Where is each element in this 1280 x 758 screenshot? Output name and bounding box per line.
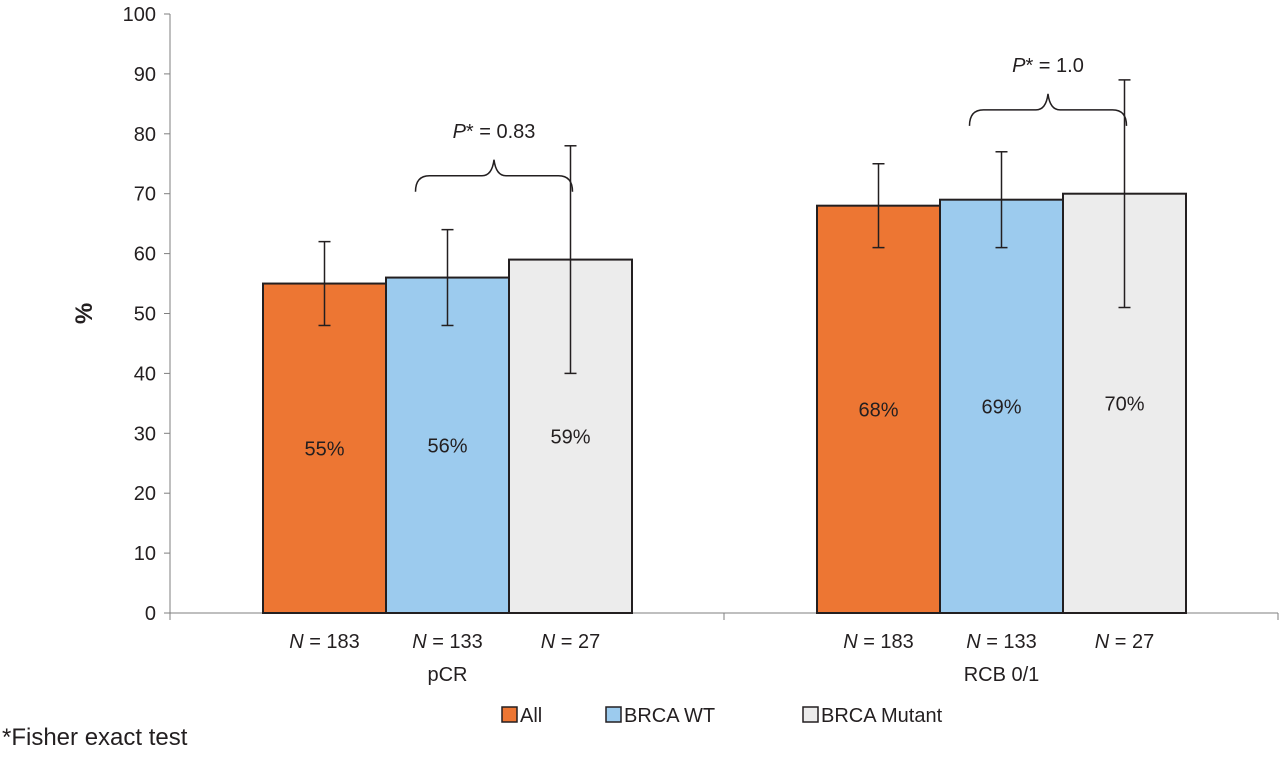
legend-label: All bbox=[520, 705, 542, 727]
x-category-label: RCB 0/1 bbox=[964, 664, 1040, 686]
n-label: N = 133 bbox=[966, 631, 1037, 653]
y-tick-label: 40 bbox=[134, 363, 156, 385]
n-label: N = 27 bbox=[541, 631, 601, 653]
p-value-label: P* = 1.0 bbox=[1012, 55, 1084, 77]
y-tick-label: 60 bbox=[134, 244, 156, 266]
bar-value-label: 68% bbox=[858, 399, 898, 421]
y-tick-label: 70 bbox=[134, 184, 156, 206]
y-tick-label: 30 bbox=[134, 423, 156, 445]
significance-brace bbox=[968, 93, 1128, 126]
legend-swatch bbox=[605, 706, 622, 723]
bar-rcb-0-1-all bbox=[816, 204, 941, 614]
legend-swatch bbox=[501, 706, 518, 723]
legend-label: BRCA WT bbox=[624, 705, 715, 727]
bar-value-label: 70% bbox=[1104, 393, 1144, 415]
legend-label: BRCA Mutant bbox=[821, 705, 943, 727]
y-tick-label: 50 bbox=[134, 304, 156, 326]
bar-value-label: 56% bbox=[427, 435, 467, 457]
n-label: N = 133 bbox=[412, 631, 483, 653]
y-tick-label: 90 bbox=[134, 64, 156, 86]
significance-brace bbox=[414, 159, 574, 192]
y-tick-label: 100 bbox=[123, 4, 156, 26]
bar-pcr-all bbox=[262, 282, 387, 614]
y-tick-label: 20 bbox=[134, 483, 156, 505]
n-label: N = 183 bbox=[843, 631, 914, 653]
x-category-label: pCR bbox=[427, 664, 467, 686]
n-label: N = 183 bbox=[289, 631, 360, 653]
y-axis-title: % bbox=[71, 303, 98, 324]
p-value-label: P* = 0.83 bbox=[453, 121, 536, 143]
y-tick-label: 80 bbox=[134, 124, 156, 146]
legend-swatch bbox=[802, 706, 819, 723]
footnote: *Fisher exact test bbox=[2, 724, 188, 751]
n-label: N = 27 bbox=[1095, 631, 1155, 653]
bar-value-label: 69% bbox=[981, 396, 1021, 418]
bar-value-label: 59% bbox=[550, 426, 590, 448]
bar-rcb-0-1-brca-wt bbox=[939, 198, 1064, 614]
bar-value-label: 55% bbox=[304, 438, 344, 460]
y-tick-label: 10 bbox=[134, 543, 156, 565]
y-tick-label: 0 bbox=[145, 603, 156, 625]
bar-pcr-brca-wt bbox=[385, 276, 510, 614]
